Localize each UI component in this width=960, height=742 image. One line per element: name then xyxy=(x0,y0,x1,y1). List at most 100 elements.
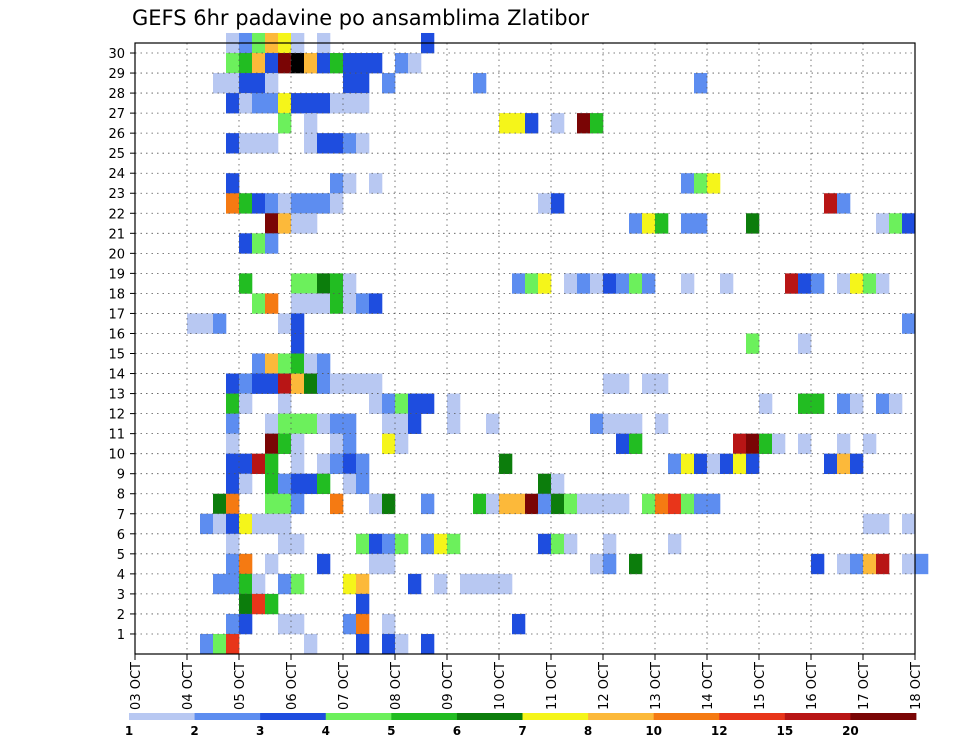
heatmap-cell xyxy=(226,453,240,474)
heatmap-cell xyxy=(525,273,539,294)
heatmap-cell xyxy=(304,413,318,434)
heatmap-cell xyxy=(317,553,331,575)
heatmap-cell xyxy=(265,553,279,575)
y-tick-label: 4 xyxy=(117,568,125,583)
heatmap-cell xyxy=(811,273,825,294)
x-tick-label: 06 OCT xyxy=(285,662,300,710)
heatmap-cell xyxy=(512,613,526,635)
heatmap-cell xyxy=(265,73,279,94)
heatmap-cell xyxy=(473,73,487,94)
heatmap-cell xyxy=(538,533,552,555)
heatmap-cell xyxy=(603,533,617,555)
heatmap-cell xyxy=(382,533,396,555)
heatmap-cell xyxy=(239,393,253,414)
colorbar-swatch xyxy=(325,713,392,720)
heatmap-cell xyxy=(252,133,266,154)
heatmap-cell xyxy=(252,73,266,94)
y-tick-label: 26 xyxy=(108,127,125,142)
heatmap-cell xyxy=(330,373,344,394)
heatmap-cell xyxy=(330,53,344,74)
heatmap-cell xyxy=(226,493,240,515)
heatmap-cell xyxy=(564,273,578,294)
heatmap-cell xyxy=(304,273,318,294)
y-tick-label: 15 xyxy=(108,348,125,363)
heatmap-cell xyxy=(720,273,734,294)
heatmap-cell xyxy=(343,413,357,434)
heatmap-cell xyxy=(304,53,318,74)
heatmap-cell xyxy=(343,133,357,154)
heatmap-cell xyxy=(512,113,526,134)
heatmap-cell xyxy=(824,193,838,214)
heatmap-cell xyxy=(629,413,643,434)
heatmap-cell xyxy=(226,93,240,114)
heatmap-cell xyxy=(200,513,214,535)
y-tick-label: 29 xyxy=(108,67,125,82)
heatmap-cell xyxy=(811,553,825,575)
heatmap-cell xyxy=(473,493,487,515)
heatmap-cell xyxy=(850,453,864,474)
heatmap-cell xyxy=(239,613,253,635)
heatmap-cell xyxy=(707,453,721,474)
heatmap-cell xyxy=(486,493,500,515)
heatmap-cell xyxy=(291,313,305,334)
heatmap-cell xyxy=(265,53,279,74)
heatmap-cell xyxy=(681,213,695,234)
heatmap-cell xyxy=(265,473,279,495)
heatmap-cell xyxy=(226,553,240,575)
heatmap-cell xyxy=(551,473,565,495)
heatmap-cell xyxy=(616,373,630,394)
y-tick-label: 16 xyxy=(108,327,125,342)
heatmap-cell xyxy=(317,473,331,495)
y-tick-label: 13 xyxy=(108,388,125,403)
heatmap-cell xyxy=(421,493,435,515)
heatmap-cells xyxy=(187,32,929,655)
heatmap-cell xyxy=(694,173,708,194)
heatmap-cell xyxy=(317,293,331,314)
heatmap-cell xyxy=(707,173,721,194)
heatmap-cell xyxy=(356,73,370,94)
heatmap-cell xyxy=(317,413,331,434)
heatmap-cell xyxy=(421,393,435,414)
heatmap-cell xyxy=(798,273,812,294)
heatmap-cell xyxy=(239,453,253,474)
heatmap-cell xyxy=(291,353,305,374)
heatmap-cell xyxy=(590,273,604,294)
heatmap-cell xyxy=(252,453,266,474)
heatmap-cell xyxy=(642,213,656,234)
heatmap-cell xyxy=(239,193,253,214)
x-tick-label: 11 OCT xyxy=(545,662,560,710)
heatmap-cell xyxy=(837,553,851,575)
heatmap-cell xyxy=(746,433,760,454)
heatmap-cell xyxy=(291,493,305,515)
heatmap-cell xyxy=(265,373,279,394)
heatmap-cell xyxy=(369,393,383,414)
heatmap-cell xyxy=(382,493,396,515)
heatmap-cell xyxy=(837,193,851,214)
heatmap-cell xyxy=(343,573,357,595)
heatmap-cell xyxy=(317,53,331,74)
heatmap-cell xyxy=(356,293,370,314)
y-tick-label: 24 xyxy=(108,167,125,182)
heatmap-cell xyxy=(317,193,331,214)
colorbar-swatch xyxy=(129,713,195,720)
heatmap-cell xyxy=(876,393,890,414)
heatmap-cell xyxy=(304,113,318,134)
y-tick-label: 19 xyxy=(108,267,125,282)
heatmap-cell xyxy=(629,213,643,234)
y-tick-label: 11 xyxy=(108,428,125,443)
x-tick-label: 09 OCT xyxy=(441,662,456,710)
heatmap-cell xyxy=(655,413,669,434)
heatmap-cell xyxy=(278,213,292,234)
heatmap-cell xyxy=(785,273,799,294)
heatmap-cell xyxy=(356,53,370,74)
heatmap-cell xyxy=(460,573,474,595)
heatmap-cell xyxy=(265,213,279,234)
y-tick-label: 22 xyxy=(108,207,125,222)
heatmap-cell xyxy=(226,373,240,394)
heatmap-cell xyxy=(603,273,617,294)
heatmap-cell xyxy=(265,193,279,214)
heatmap-cell xyxy=(876,213,890,234)
heatmap-cell xyxy=(434,573,448,595)
heatmap-cell xyxy=(226,193,240,214)
heatmap-cell xyxy=(304,633,318,655)
